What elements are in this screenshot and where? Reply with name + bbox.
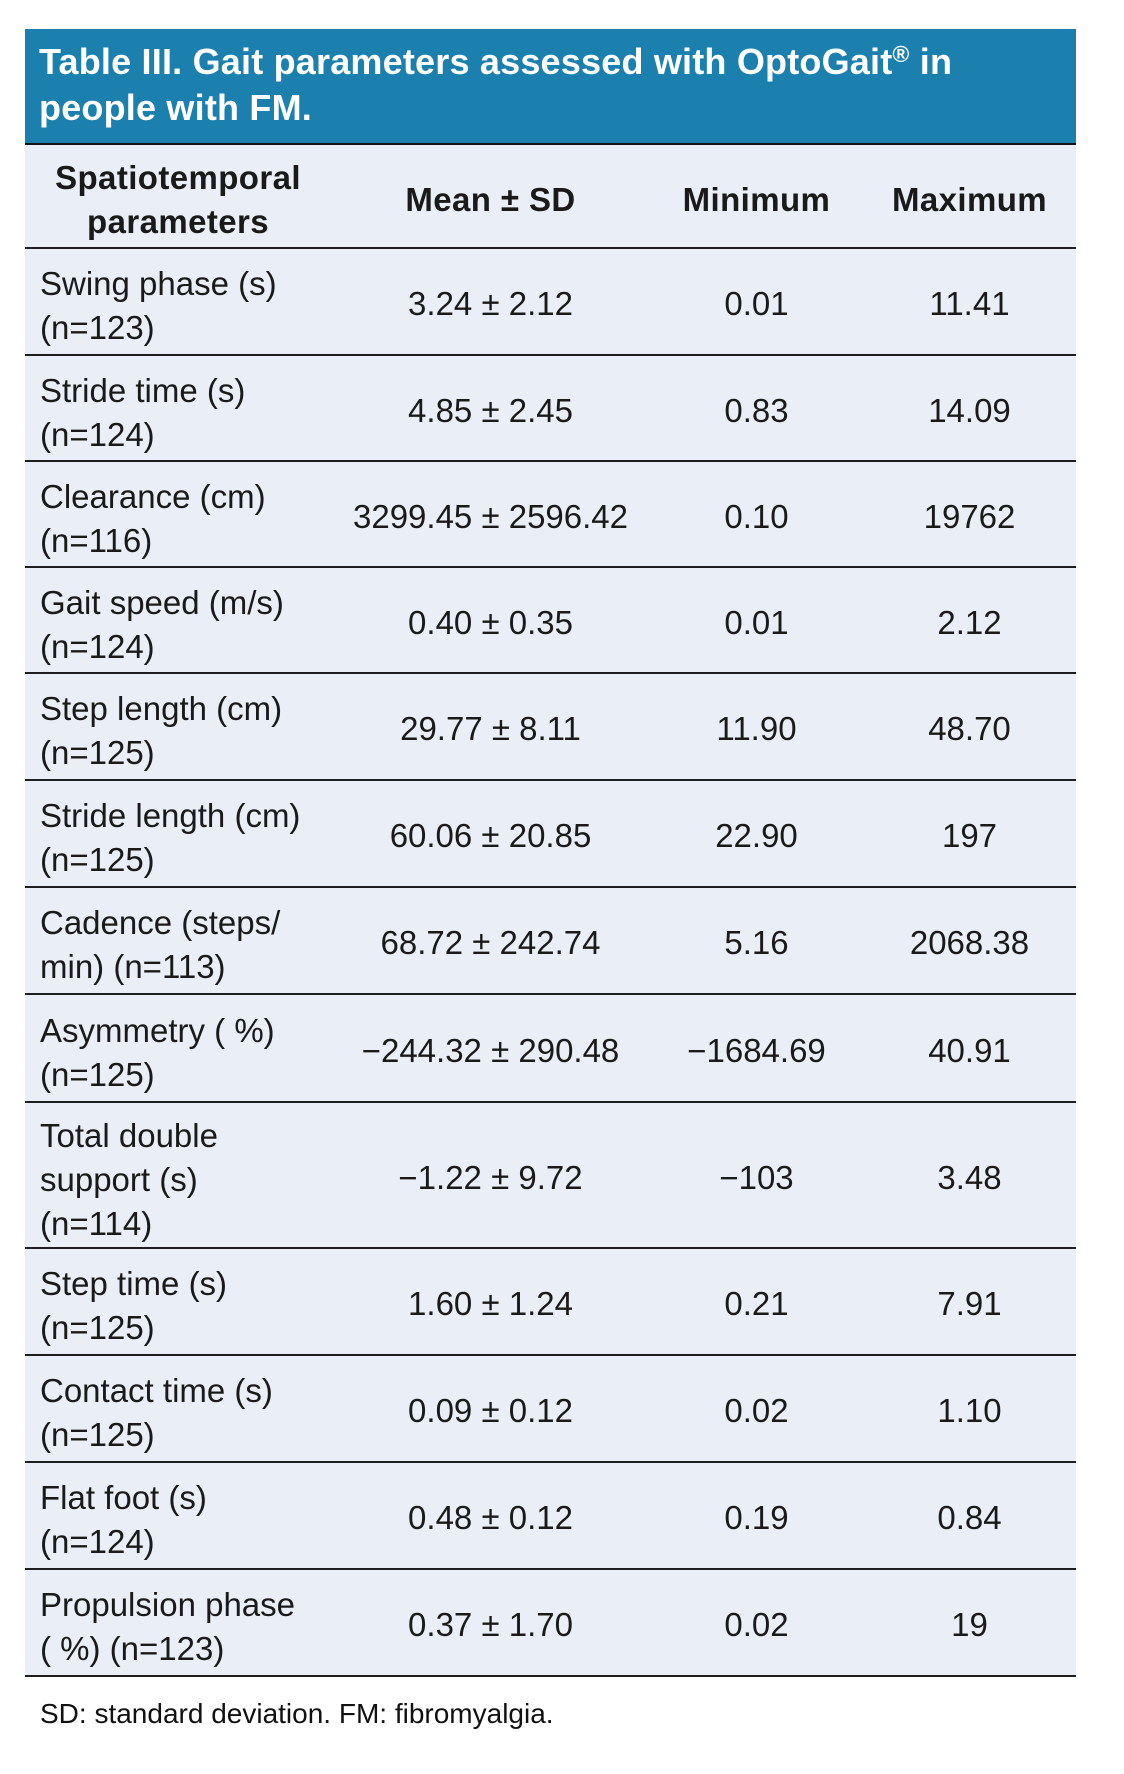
cell-mean-sd: 3299.45 ± 2596.42: [331, 461, 650, 568]
column-header-maximum: Maximum: [863, 145, 1076, 249]
cell-minimum: 5.16: [650, 887, 863, 995]
cell-parameter: Stride time (s) (n=124): [25, 355, 331, 462]
cell-minimum: 0.02: [650, 1569, 863, 1677]
cell-parameter: Clearance (cm) (n=116): [25, 461, 331, 568]
cell-maximum: 40.91: [863, 994, 1076, 1103]
cell-maximum: 1.10: [863, 1355, 1076, 1463]
table-row: Step length (cm) (n=125) 29.77 ± 8.11 11.9…: [25, 673, 1076, 781]
cell-minimum: −103: [650, 1102, 863, 1249]
cell-maximum: 197: [863, 780, 1076, 888]
cell-mean-sd: 0.37 ± 1.70: [331, 1569, 650, 1677]
cell-minimum: 0.19: [650, 1462, 863, 1570]
table-row: Step time (s) (n=125) 1.60 ± 1.24 0.21 7.91: [25, 1248, 1076, 1356]
cell-maximum: 48.70: [863, 673, 1076, 781]
cell-parameter: Stride length (cm) (n=125): [25, 780, 331, 888]
table-header: Spatiotemporal parameters Mean ± SD Mini…: [25, 145, 1076, 249]
cell-mean-sd: 0.09 ± 0.12: [331, 1355, 650, 1463]
table-title-text: Table III. Gait parameters assessed with…: [39, 41, 893, 82]
cell-mean-sd: 0.40 ± 0.35: [331, 567, 650, 674]
registered-trademark-mark: ®: [892, 41, 910, 67]
cell-maximum: 19762: [863, 461, 1076, 568]
table-row: Cadence (steps/ min) (n=113) 68.72 ± 242.…: [25, 887, 1076, 995]
table-row: Propulsion phase ( %) (n=123) 0.37 ± 1.70…: [25, 1569, 1076, 1677]
cell-maximum: 11.41: [863, 248, 1076, 356]
gait-parameters-table: Spatiotemporal parameters Mean ± SD Mini…: [25, 145, 1076, 1677]
cell-parameter: Gait speed (m/s) (n=124): [25, 567, 331, 674]
table-figure: Table III. Gait parameters assessed with…: [25, 29, 1076, 1731]
cell-mean-sd: 60.06 ± 20.85: [331, 780, 650, 888]
cell-maximum: 7.91: [863, 1248, 1076, 1356]
table-title-bar: Table III. Gait parameters assessed with…: [25, 29, 1076, 145]
cell-minimum: 11.90: [650, 673, 863, 781]
column-header-mean-sd: Mean ± SD: [331, 145, 650, 249]
cell-parameter: Total double support (s) (n=114): [25, 1102, 331, 1249]
cell-mean-sd: 68.72 ± 242.74: [331, 887, 650, 995]
cell-parameter: Step length (cm) (n=125): [25, 673, 331, 781]
cell-mean-sd: 3.24 ± 2.12: [331, 248, 650, 356]
cell-minimum: 0.21: [650, 1248, 863, 1356]
table-row: Swing phase (s) (n=123) 3.24 ± 2.12 0.01 11…: [25, 248, 1076, 356]
table-row: Gait speed (m/s) (n=124) 0.40 ± 0.35 0.01 2…: [25, 567, 1076, 674]
cell-mean-sd: 1.60 ± 1.24: [331, 1248, 650, 1356]
table-body: Swing phase (s) (n=123) 3.24 ± 2.12 0.01 11…: [25, 248, 1076, 1677]
cell-parameter: Swing phase (s) (n=123): [25, 248, 331, 356]
cell-mean-sd: 0.48 ± 0.12: [331, 1462, 650, 1570]
table-row: Stride time (s) (n=124) 4.85 ± 2.45 0.83 14…: [25, 355, 1076, 462]
cell-minimum: 22.90: [650, 780, 863, 888]
cell-mean-sd: 4.85 ± 2.45: [331, 355, 650, 462]
cell-maximum: 19: [863, 1569, 1076, 1677]
table-row: Asymmetry ( %) (n=125) −244.32 ± 290.48 −1…: [25, 994, 1076, 1103]
header-row: Spatiotemporal parameters Mean ± SD Mini…: [25, 145, 1076, 249]
cell-minimum: 0.10: [650, 461, 863, 568]
table-row: Stride length (cm) (n=125) 60.06 ± 20.85 2…: [25, 780, 1076, 888]
cell-minimum: 0.01: [650, 248, 863, 356]
cell-maximum: 3.48: [863, 1102, 1076, 1249]
cell-minimum: 0.83: [650, 355, 863, 462]
cell-maximum: 2068.38: [863, 887, 1076, 995]
cell-mean-sd: −1.22 ± 9.72: [331, 1102, 650, 1249]
cell-parameter: Propulsion phase ( %) (n=123): [25, 1569, 331, 1677]
cell-minimum: −1684.69: [650, 994, 863, 1103]
table-row: Total double support (s) (n=114) −1.22 ± …: [25, 1102, 1076, 1249]
table-title-suffix: in people with FM.: [39, 41, 953, 128]
table-row: Clearance (cm) (n=116) 3299.45 ± 2596.42 0…: [25, 461, 1076, 568]
cell-minimum: 0.01: [650, 567, 863, 674]
cell-parameter: Cadence (steps/ min) (n=113): [25, 887, 331, 995]
table-row: Contact time (s) (n=125) 0.09 ± 0.12 0.02 1…: [25, 1355, 1076, 1463]
cell-maximum: 2.12: [863, 567, 1076, 674]
column-header-minimum: Minimum: [650, 145, 863, 249]
column-header-parameters: Spatiotemporal parameters: [25, 145, 331, 249]
cell-mean-sd: −244.32 ± 290.48: [331, 994, 650, 1103]
cell-maximum: 0.84: [863, 1462, 1076, 1570]
cell-minimum: 0.02: [650, 1355, 863, 1463]
cell-parameter: Step time (s) (n=125): [25, 1248, 331, 1356]
table-row: Flat foot (s) (n=124) 0.48 ± 0.12 0.19 0.84: [25, 1462, 1076, 1570]
cell-parameter: Contact time (s) (n=125): [25, 1355, 331, 1463]
cell-parameter: Flat foot (s) (n=124): [25, 1462, 331, 1570]
cell-mean-sd: 29.77 ± 8.11: [331, 673, 650, 781]
table-footnote: SD: standard deviation. FM: fibromyalgia…: [40, 1698, 554, 1729]
cell-maximum: 14.09: [863, 355, 1076, 462]
cell-parameter: Asymmetry ( %) (n=125): [25, 994, 331, 1103]
